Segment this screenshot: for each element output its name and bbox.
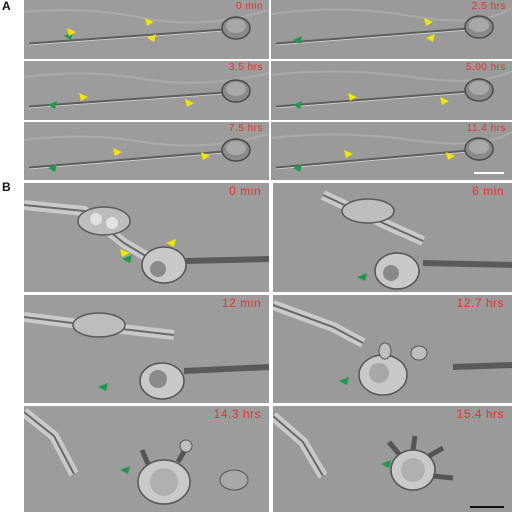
green-arrow-icon <box>48 164 57 172</box>
cell-image <box>24 183 269 292</box>
timestamp: 12.7 hrs <box>456 296 504 310</box>
yellow-arrow-icon <box>348 93 357 101</box>
timestamp: 6 min <box>472 184 504 198</box>
timestamp: 0 min <box>229 184 261 198</box>
panel-a-frame-1: 0 min <box>24 0 269 59</box>
yellow-arrow-icon <box>185 99 194 107</box>
green-arrow-icon <box>98 383 108 391</box>
yellow-arrow-icon <box>426 34 435 42</box>
panel-a-frame-4: 5.00 hrs <box>271 61 512 120</box>
yellow-arrow-icon <box>79 93 88 101</box>
yellow-arrow-icon <box>201 152 210 160</box>
scale-bar <box>470 506 504 508</box>
panel-a-frame-6: 11.4 hrs <box>271 122 512 180</box>
yellow-arrow-icon <box>440 97 449 105</box>
timestamp: 0 min <box>236 1 263 12</box>
cell-image <box>273 406 512 512</box>
neurite-image <box>24 122 269 180</box>
green-arrow-icon <box>293 36 302 44</box>
yellow-arrow-icon <box>446 152 455 160</box>
green-arrow-icon <box>381 460 391 468</box>
panel-b-frame-6: 15.4 hrs <box>273 406 512 512</box>
neurite-image <box>271 61 512 120</box>
panel-b-frame-1: 0 min <box>24 183 269 292</box>
yellow-arrow-icon <box>147 34 156 42</box>
panel-a-frame-3: 3.5 hrs <box>24 61 269 120</box>
timestamp: 14.3 hrs <box>213 407 261 421</box>
yellow-arrow-icon <box>67 28 76 36</box>
green-arrow-icon <box>293 101 302 109</box>
yellow-arrow-icon <box>424 18 433 26</box>
green-arrow-icon <box>339 377 349 385</box>
timestamp: 3.5 hrs <box>228 62 263 73</box>
panel-b-frame-4: 12.7 hrs <box>273 295 512 403</box>
cell-image <box>273 295 512 403</box>
yellow-arrow-icon <box>113 148 122 156</box>
panel-label-a: A <box>2 0 11 13</box>
timestamp: 7.5 hrs <box>228 123 263 134</box>
scale-bar <box>474 172 504 174</box>
green-arrow-icon <box>122 255 132 263</box>
yellow-arrow-icon <box>145 18 154 26</box>
cell-image <box>24 406 269 512</box>
neurite-image <box>271 122 512 180</box>
timestamp: 15.4 hrs <box>456 407 504 421</box>
panel-b-frame-3: 12 min <box>24 295 269 403</box>
cell-image <box>24 295 269 403</box>
neurite-image <box>271 0 512 59</box>
yellow-arrow-icon <box>344 150 353 158</box>
neurite-image <box>24 0 269 59</box>
timestamp: 12 min <box>221 296 261 310</box>
panel-b-frame-5: 14.3 hrs <box>24 406 269 512</box>
green-arrow-icon <box>293 164 302 172</box>
neurite-image <box>24 61 269 120</box>
timestamp: 5.00 hrs <box>465 62 506 73</box>
yellow-arrow-icon <box>120 249 130 257</box>
timestamp: 2.5 hrs <box>471 1 506 12</box>
panel-label-b: B <box>2 180 11 194</box>
timestamp: 11.4 hrs <box>466 123 506 134</box>
panel-b-frame-2: 6 min <box>273 183 512 292</box>
yellow-arrow-icon <box>166 239 176 247</box>
green-arrow-icon <box>357 273 367 281</box>
green-arrow-icon <box>48 101 57 109</box>
cell-image <box>273 183 512 292</box>
panel-a-frame-5: 7.5 hrs <box>24 122 269 180</box>
panel-a-frame-2: 2.5 hrs <box>271 0 512 59</box>
green-arrow-icon <box>120 466 130 474</box>
